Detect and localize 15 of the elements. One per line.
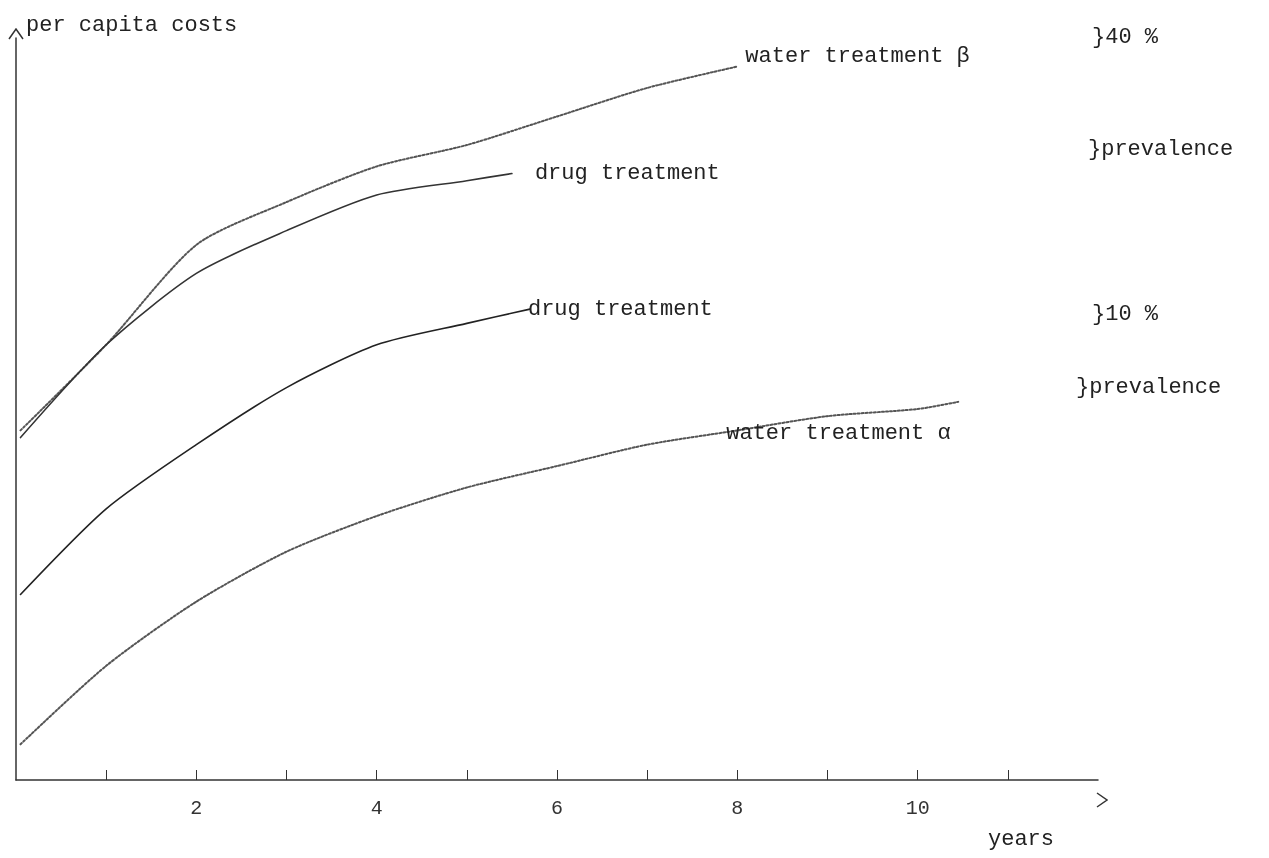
series-label: water treatment α [726,421,951,447]
series-label: drug treatment [534,161,720,187]
y-axis-title: per capita costs [26,12,238,38]
x-tick-label: 4 [370,796,383,820]
annotation: }10 % [1092,301,1159,327]
annotation: }prevalence [1088,136,1234,162]
series-label: water treatment β [745,44,970,70]
x-tick-label: 2 [190,796,203,820]
x-axis-title: years [988,826,1055,852]
x-tick-label: 8 [731,796,744,820]
annotation: }prevalence [1076,374,1222,400]
text: }40 % [1092,24,1159,50]
x-tick-label: 6 [550,796,564,820]
x-tick-label: 10 [905,796,930,820]
series-label: drug treatment [527,296,713,322]
